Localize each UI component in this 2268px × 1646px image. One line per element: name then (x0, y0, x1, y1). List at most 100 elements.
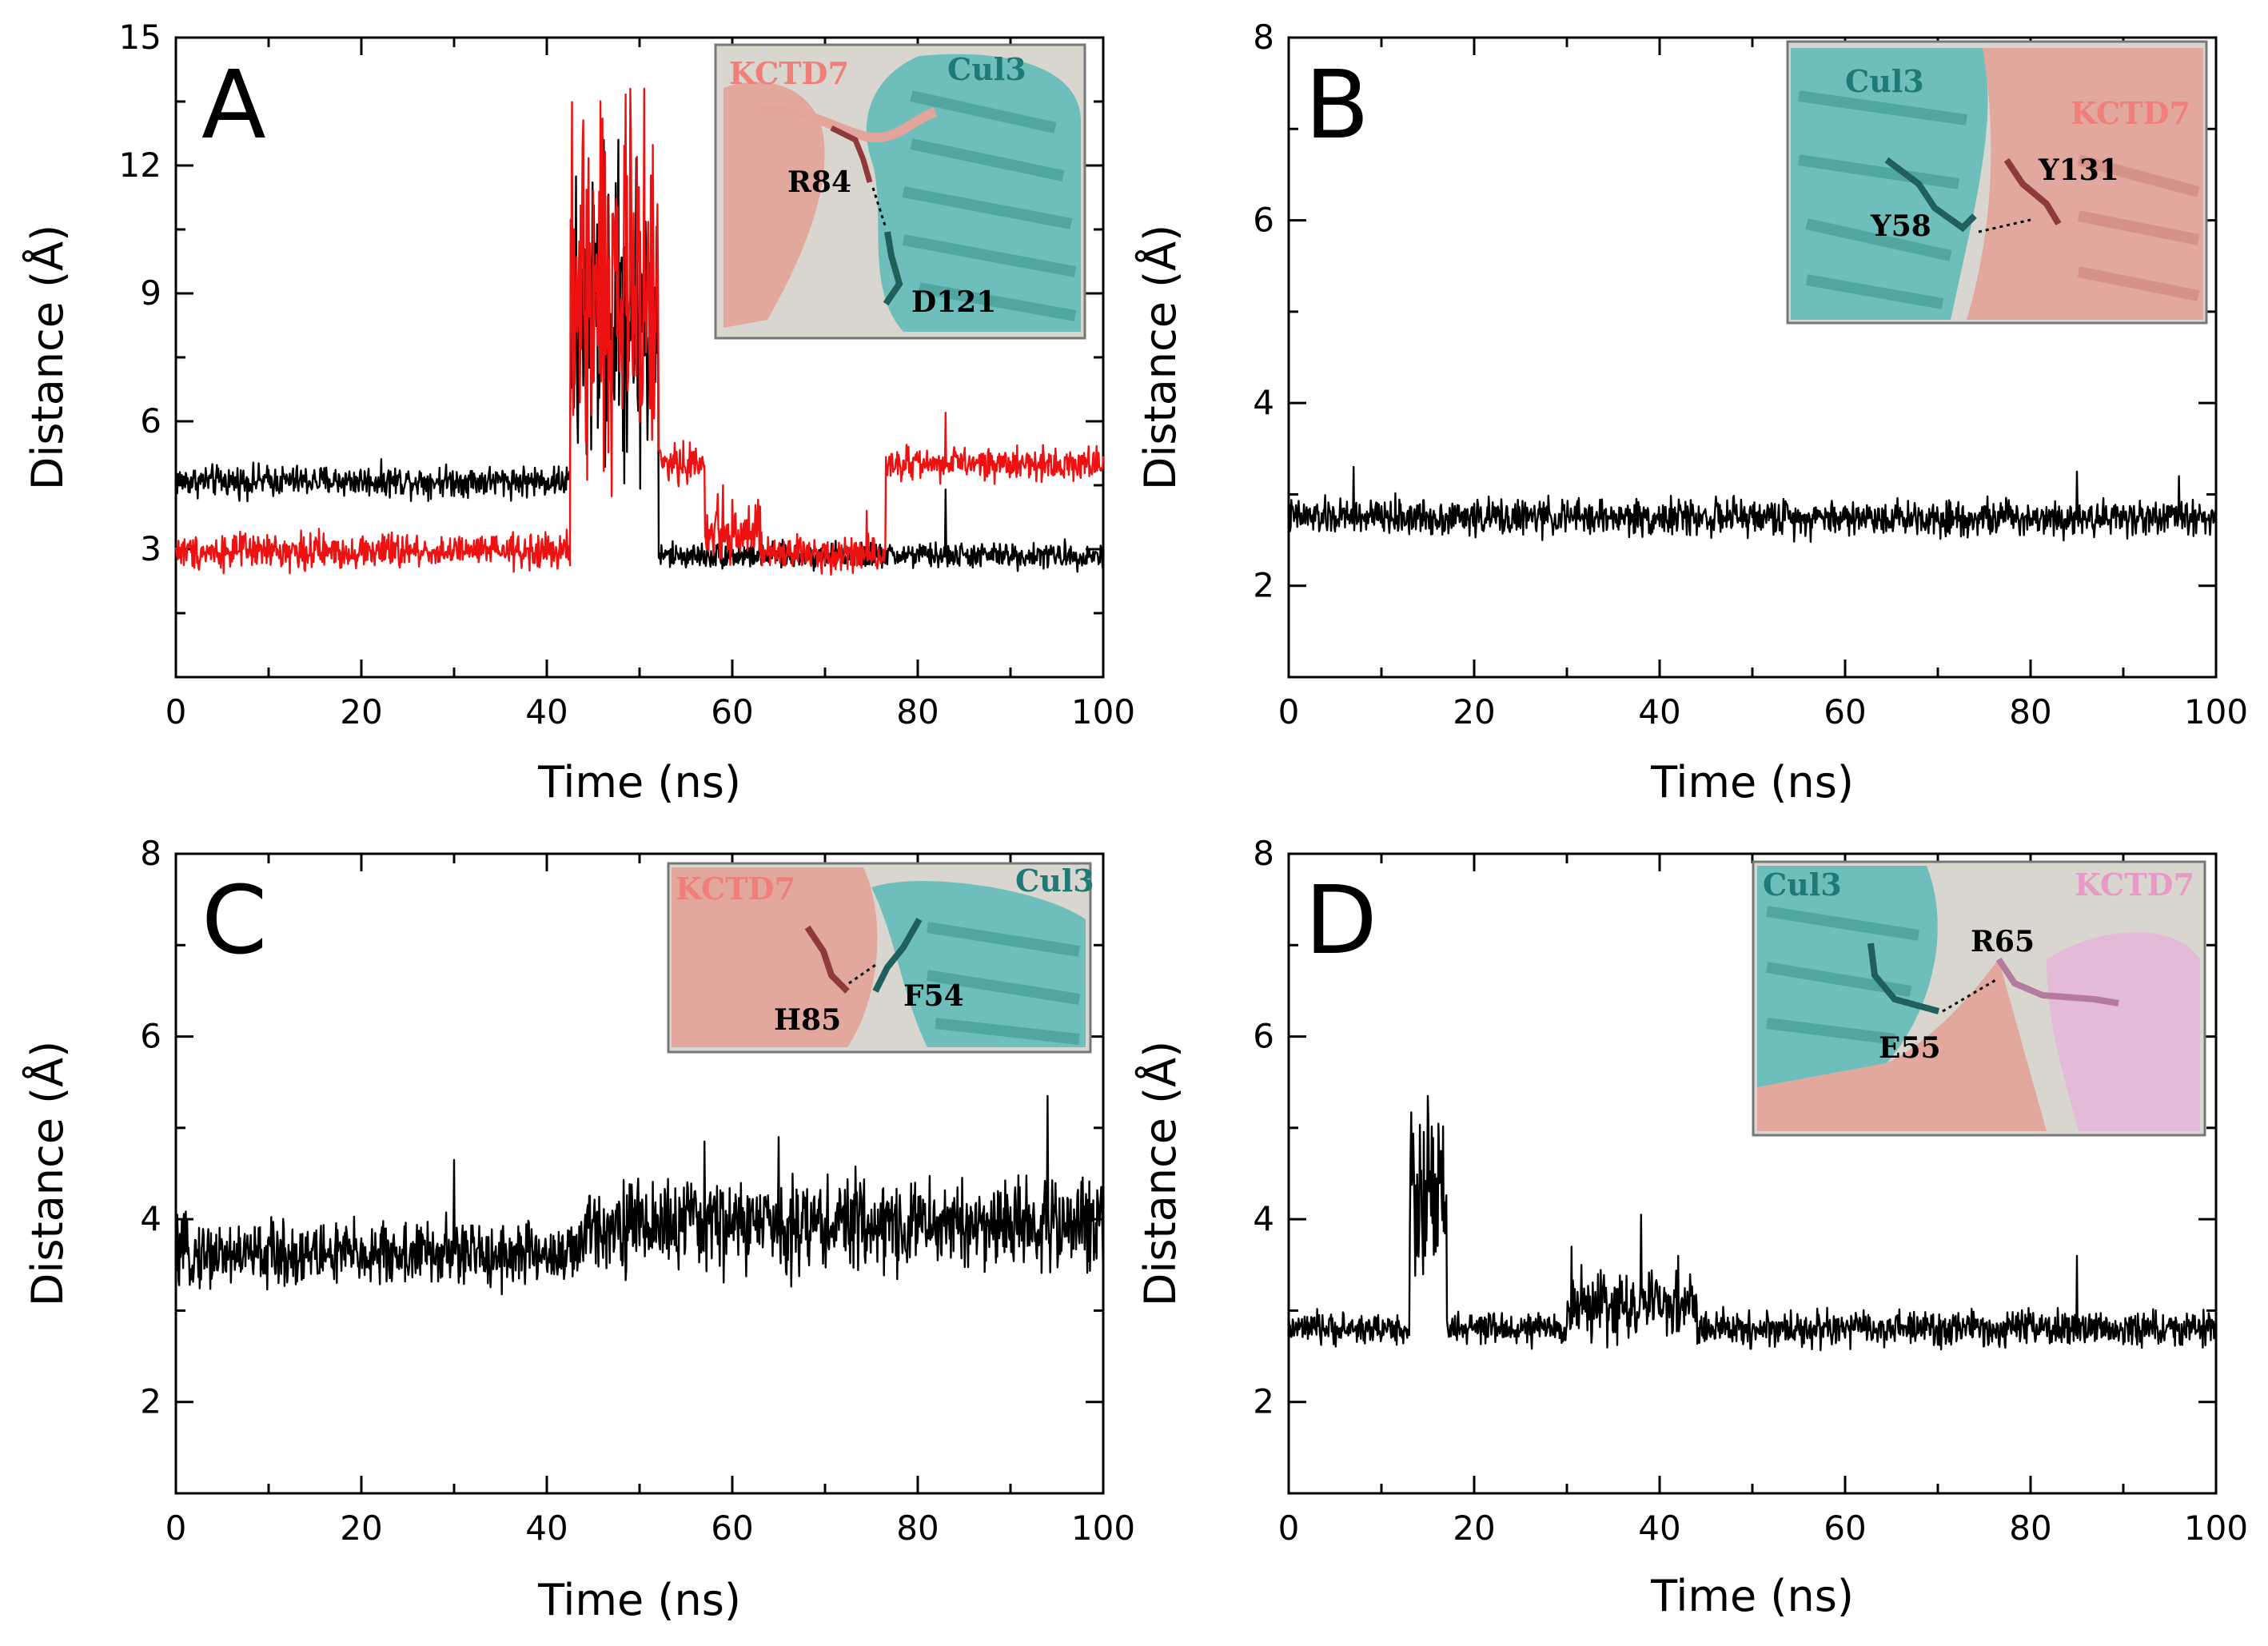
inset-label-e55: E55 (1879, 1031, 1941, 1065)
inset-label-kctd7: KCTD7 (2071, 95, 2190, 131)
y-axis-label: Distance (Å) (22, 225, 73, 490)
inset-label-y58: Y58 (1870, 209, 1931, 243)
inset-label-cul3: Cul3 (1015, 863, 1094, 899)
inset-label-cul3: Cul3 (1763, 867, 1842, 903)
inset-label-y131: Y131 (2038, 153, 2119, 187)
x-tick-label: 20 (340, 692, 382, 731)
x-axis-label: Time (ns) (537, 1575, 741, 1625)
x-axis-label: Time (ns) (1650, 1571, 1854, 1621)
tick-marks (174, 852, 1105, 1495)
y58-sidechain (1884, 157, 1977, 233)
inset-label-d121: D121 (911, 285, 996, 319)
y-tick-label: 8 (1253, 834, 1274, 873)
cul3-helix-stripes (902, 90, 1077, 321)
panel-a: 0 20 40 60 80 100 3 6 9 12 15 A Time (ns) Distance… (22, 18, 1135, 807)
x-tick-label: 100 (2184, 692, 2248, 731)
data-traces (174, 87, 1105, 576)
trace-black (1287, 1094, 2218, 1352)
tick-labels: 0 20 40 60 80 100 2 4 6 8 (1253, 18, 2248, 731)
x-tick-label: 40 (1638, 1509, 1680, 1548)
tick-marks (1287, 852, 2218, 1495)
inset-structure: Cul3 KCTD7 Y131 Y58 (1786, 40, 2208, 325)
x-axis-label: Time (ns) (537, 757, 741, 807)
x-tick-label: 100 (2184, 1509, 2248, 1548)
y-tick-label: 12 (119, 145, 161, 185)
panel-d: 0 20 40 60 80 100 2 4 6 8 D Time (ns) Distance (Å… (1134, 834, 2248, 1621)
inset-structure: KCTD7 Cul3 F54 H85 (667, 862, 1094, 1054)
x-tick-label: 60 (1824, 1509, 1866, 1548)
x-tick-label: 0 (165, 1509, 187, 1548)
x-axis-label: Time (ns) (1650, 757, 1854, 807)
h85-sidechain (804, 925, 850, 994)
inset-structure: KCTD7 Cul3 R84 D121 (714, 43, 1086, 340)
cul3-helix-stripes (926, 922, 1081, 1045)
kctd7-cartoon (672, 867, 878, 1047)
inset-label-cul3: Cul3 (947, 51, 1026, 87)
inset-structure: Cul3 KCTD7 R65 E55 (1752, 860, 2206, 1137)
inset-label-r84: R84 (787, 165, 851, 199)
panel-letter: B (1305, 50, 1369, 160)
kctd7-loop (758, 106, 938, 142)
y-tick-label: 2 (140, 1382, 161, 1421)
y-tick-label: 3 (140, 529, 161, 568)
inset-label-kctd7: KCTD7 (2075, 867, 2194, 903)
f54-sidechain (872, 918, 923, 993)
x-tick-label: 60 (711, 692, 753, 731)
tick-labels: 0 20 40 60 80 100 2 4 6 8 (1253, 834, 2248, 1548)
y-tick-label: 2 (1253, 566, 1274, 605)
y-tick-label: 6 (1253, 1017, 1274, 1056)
x-tick-label: 80 (896, 1509, 939, 1548)
y-tick-label: 6 (140, 1017, 161, 1056)
tick-labels: 0 20 40 60 80 100 2 4 6 8 (140, 834, 1135, 1548)
data-traces (174, 1094, 1105, 1296)
x-tick-label: 0 (165, 692, 187, 731)
inset-label-cul3: Cul3 (1845, 63, 1924, 99)
y-tick-label: 2 (1253, 1382, 1274, 1421)
y-tick-label: 15 (119, 18, 161, 57)
data-traces (1287, 465, 2218, 543)
inset-label-r65: R65 (1971, 925, 2035, 959)
x-tick-label: 40 (525, 692, 568, 731)
y-tick-label: 9 (140, 273, 161, 313)
x-tick-label: 100 (1071, 692, 1135, 731)
kctd7-helix-stripes (2077, 154, 2200, 301)
y-axis-label: Distance (Å) (1134, 225, 1186, 490)
kctd7-pink-cartoon (2047, 932, 2200, 1131)
y-tick-label: 6 (140, 401, 161, 440)
inset-label-f54: F54 (903, 979, 964, 1013)
data-traces (1287, 1094, 2218, 1352)
x-tick-label: 60 (1824, 692, 1866, 731)
e55-sidechain (1867, 943, 1940, 1014)
hbond-dashes (1942, 978, 1998, 1013)
inset-label-kctd7: KCTD7 (676, 871, 795, 907)
x-tick-label: 40 (1638, 692, 1680, 731)
contact-dashes (848, 962, 879, 985)
x-tick-label: 40 (525, 1509, 568, 1548)
d121-sidechain (883, 231, 903, 306)
y-tick-label: 4 (140, 1199, 161, 1238)
x-tick-label: 20 (1453, 1509, 1495, 1548)
tick-marks (174, 36, 1105, 679)
x-tick-label: 80 (2009, 692, 2051, 731)
x-tick-label: 60 (711, 1509, 753, 1548)
x-tick-label: 80 (2009, 1509, 2051, 1548)
inset-label-h85: H85 (774, 1003, 841, 1037)
tick-marks (1287, 36, 2218, 679)
y-tick-label: 6 (1253, 201, 1274, 240)
cul3-helix-stripes (1797, 90, 1967, 309)
y-axis-label: Distance (Å) (22, 1041, 73, 1306)
trace-black (1287, 465, 2218, 543)
trace-black (174, 1094, 1105, 1296)
y131-sidechain (2003, 157, 2062, 226)
x-tick-label: 80 (896, 692, 939, 731)
hbond-dashes (1978, 218, 2031, 233)
panel-letter: C (201, 865, 267, 975)
x-tick-label: 0 (1278, 692, 1300, 731)
trace-red (174, 87, 1105, 576)
r65-sidechain (1995, 957, 2119, 1006)
tick-labels: 0 20 40 60 80 100 3 6 9 12 15 (119, 18, 1136, 731)
x-tick-label: 20 (1453, 692, 1495, 731)
y-axis-label: Distance (Å) (1134, 1041, 1186, 1306)
y-tick-label: 4 (1253, 1199, 1274, 1238)
